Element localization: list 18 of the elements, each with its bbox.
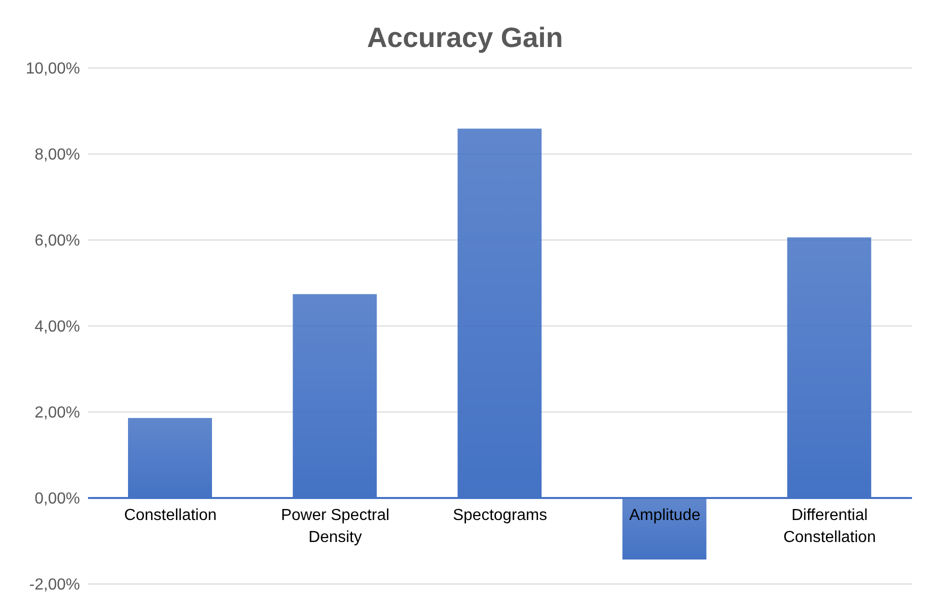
y-tick-label: 8,00% <box>34 146 80 164</box>
x-tick-label: Spectograms <box>452 507 548 524</box>
bar <box>128 418 212 498</box>
y-tick-label: 2,00% <box>34 404 80 422</box>
x-tick-label: Constellation <box>124 507 217 524</box>
y-tick-label: -2,00% <box>29 576 80 594</box>
y-tick-label: 4,00% <box>34 318 80 336</box>
chart-title: Accuracy Gain <box>366 21 564 55</box>
x-tick-label: Power Spectral Density <box>280 507 390 546</box>
y-tick-label: 0,00% <box>34 490 80 508</box>
bar <box>292 294 377 498</box>
y-tick-label: 10,00% <box>26 60 80 78</box>
x-tick-label: Differential Constellation <box>783 507 876 546</box>
bar <box>458 128 542 498</box>
bar <box>622 498 706 560</box>
x-tick-label: Amplitude <box>629 507 700 524</box>
y-tick-label: 6,00% <box>34 232 80 250</box>
bar <box>787 237 872 498</box>
